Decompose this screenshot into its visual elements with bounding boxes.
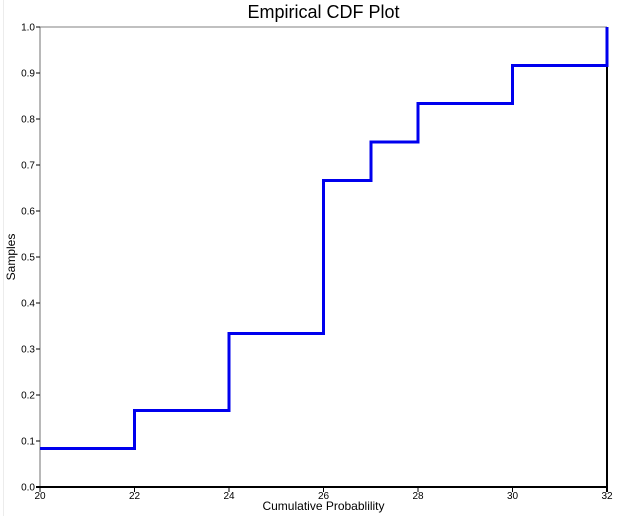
x-tick-label: 22 xyxy=(129,491,141,502)
x-tick-label: 30 xyxy=(507,491,519,502)
ecdf-step-line xyxy=(40,27,609,451)
y-tick-label: 0.4 xyxy=(21,299,35,310)
y-tick-label: 0.6 xyxy=(21,207,35,218)
y-tick-label: 0.2 xyxy=(21,391,35,402)
x-tick-label: 20 xyxy=(34,491,46,502)
y-tick-label: 0.5 xyxy=(21,253,35,264)
window-left-edge xyxy=(3,0,4,516)
x-axis-label: Cumulative Probablility xyxy=(262,499,385,513)
y-tick-label: 0.8 xyxy=(21,115,35,126)
x-tick-label: 26 xyxy=(318,491,330,502)
y-tick-label: 0.9 xyxy=(21,69,35,80)
y-tick-label: 0.1 xyxy=(21,437,35,448)
chart-title: Empirical CDF Plot xyxy=(247,2,400,22)
y-tick-label: 0.3 xyxy=(21,345,35,356)
x-tick-label: 28 xyxy=(412,491,424,502)
y-tick-label: 1.0 xyxy=(21,23,35,34)
x-tick-label: 24 xyxy=(223,491,235,502)
y-tick-label: 0.7 xyxy=(21,161,35,172)
y-tick-label: 0.0 xyxy=(21,483,35,494)
x-tick-label: 32 xyxy=(601,491,613,502)
